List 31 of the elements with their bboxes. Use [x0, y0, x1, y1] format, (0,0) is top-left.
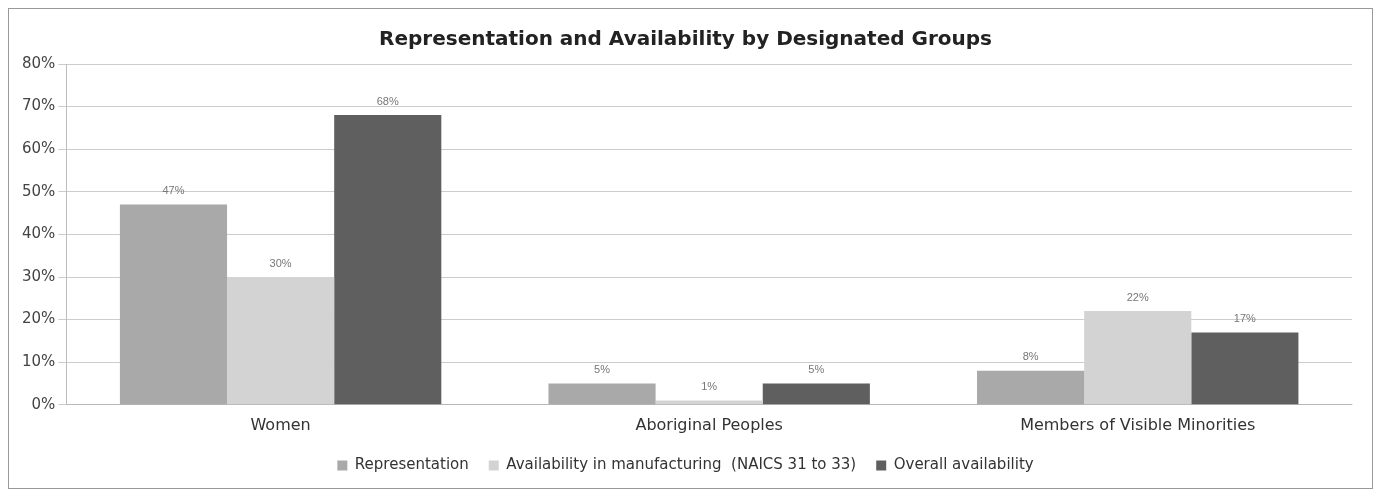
y-tick-label: 40%: [22, 224, 56, 243]
y-tick-label: 50%: [22, 181, 56, 200]
bar: [762, 383, 870, 405]
chart-title: Representation and Availability by Designated Groups: [379, 26, 992, 51]
x-tick-label: Aboriginal Peoples: [635, 414, 783, 434]
bar: [977, 370, 1085, 405]
legend-label: Availability in manufacturing (NAICS 31 to 33): [506, 455, 857, 474]
y-tick-label: 80%: [22, 53, 56, 72]
y-tick-label: 30%: [22, 266, 56, 285]
data-label: 5%: [594, 363, 611, 376]
bar: [334, 115, 442, 405]
data-label: 30%: [269, 256, 292, 269]
bar: [119, 204, 228, 405]
data-label: 68%: [376, 94, 399, 107]
data-label: 1%: [701, 380, 718, 393]
y-tick-label: 0%: [31, 394, 56, 413]
data-label: 22%: [1126, 290, 1149, 303]
y-tick-label: 70%: [22, 96, 56, 115]
x-tick-label: Members of Visible Minorities: [1020, 414, 1256, 434]
bar: [548, 383, 656, 405]
data-label: 5%: [808, 363, 825, 376]
y-tick-label: 10%: [22, 352, 56, 371]
y-tick-label: 20%: [22, 309, 56, 328]
data-label: 8%: [1022, 350, 1039, 363]
legend-label: Overall availability: [893, 455, 1034, 474]
y-tick-label: 60%: [22, 139, 56, 158]
data-label: 17%: [1233, 311, 1257, 324]
x-tick-label: Women: [250, 414, 311, 434]
bar: [1191, 332, 1299, 405]
legend-label: Representation: [354, 455, 469, 474]
data-label: 47%: [162, 184, 185, 197]
